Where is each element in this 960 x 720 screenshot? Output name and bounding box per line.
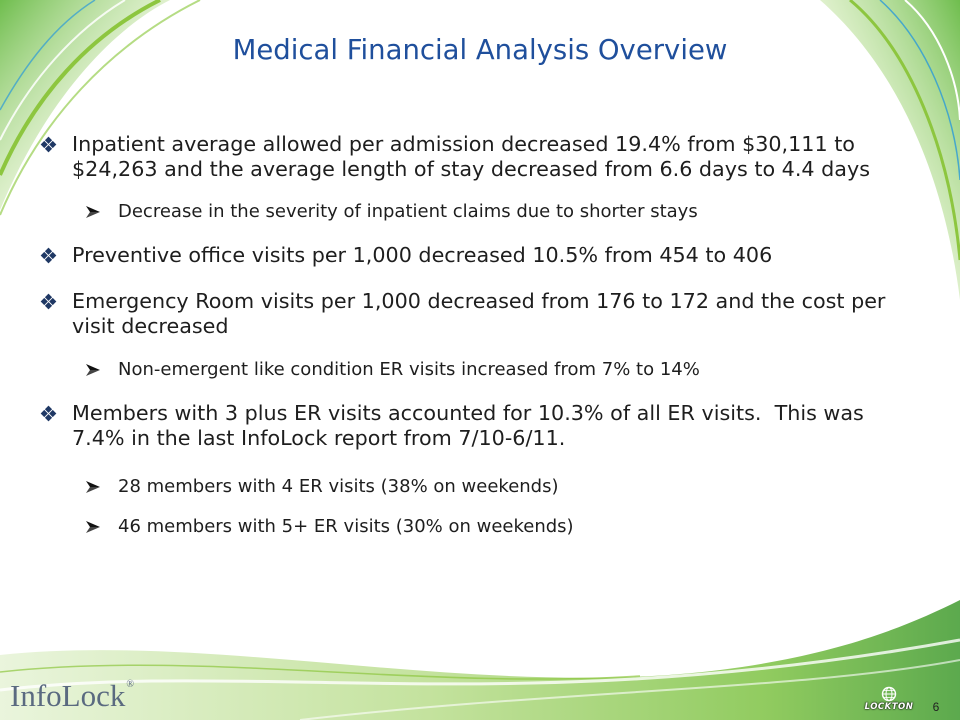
registered-mark: ® xyxy=(126,679,134,690)
arrowhead-bullet-icon xyxy=(86,359,118,381)
swoosh-line xyxy=(904,0,960,121)
lockton-logo-text: LOCKTON xyxy=(864,702,914,712)
lockton-logo: LOCKTON xyxy=(852,686,926,716)
swoosh-line xyxy=(879,0,960,181)
bullet-item: Emergency Room visits per 1,000 decrease… xyxy=(40,289,908,338)
arrowhead-bullet-icon xyxy=(86,516,118,538)
bullet-text: Members with 3 plus ER visits accounted … xyxy=(72,401,871,450)
swoosh-line xyxy=(0,664,641,680)
swoosh-top-right xyxy=(820,0,960,300)
sub-bullet-text: 28 members with 4 ER visits (38% on week… xyxy=(118,476,559,497)
sub-bullet-item: 46 members with 5+ ER visits (30% on wee… xyxy=(86,516,886,538)
swoosh-line xyxy=(0,0,126,141)
swoosh-line xyxy=(0,0,161,176)
slide-title: Medical Financial Analysis Overview xyxy=(232,34,728,66)
diamond-bullet-icon xyxy=(40,132,72,157)
sub-bullet-text: 46 members with 5+ ER visits (30% on wee… xyxy=(118,516,574,537)
sub-bullet-item: Non-emergent like condition ER visits in… xyxy=(86,359,886,381)
infolock-logo-text: InfoLock xyxy=(10,678,126,713)
swoosh-top-left xyxy=(0,0,170,210)
swoosh-line xyxy=(0,0,201,216)
bullet-text: Preventive office visits per 1,000 decre… xyxy=(72,243,773,267)
swoosh-bottom xyxy=(0,600,960,720)
infolock-logo: InfoLock® xyxy=(10,676,134,716)
bullet-item: Inpatient average allowed per admission … xyxy=(40,132,908,181)
arrowhead-bullet-icon xyxy=(86,476,118,498)
diamond-bullet-icon xyxy=(40,401,72,426)
sub-bullet-text: Decrease in the severity of inpatient cl… xyxy=(118,201,698,222)
swoosh-line xyxy=(849,0,960,261)
bullet-text: Inpatient average allowed per admission … xyxy=(72,132,870,181)
sub-bullet-item: 28 members with 4 ER visits (38% on week… xyxy=(86,476,886,498)
swoosh-line xyxy=(299,659,960,720)
bullet-item: Preventive office visits per 1,000 decre… xyxy=(40,243,908,268)
globe-icon xyxy=(881,686,897,702)
diamond-bullet-icon xyxy=(40,243,72,268)
swoosh-line xyxy=(0,638,960,692)
bullet-text: Emergency Room visits per 1,000 decrease… xyxy=(72,289,893,338)
swoosh-line xyxy=(0,0,96,111)
diamond-bullet-icon xyxy=(40,289,72,314)
sub-bullet-text: Non-emergent like condition ER visits in… xyxy=(118,359,700,380)
page-number: 6 xyxy=(932,700,940,714)
sub-bullet-item: Decrease in the severity of inpatient cl… xyxy=(86,201,886,223)
arrowhead-bullet-icon xyxy=(86,201,118,223)
bullet-item: Members with 3 plus ER visits accounted … xyxy=(40,401,908,450)
